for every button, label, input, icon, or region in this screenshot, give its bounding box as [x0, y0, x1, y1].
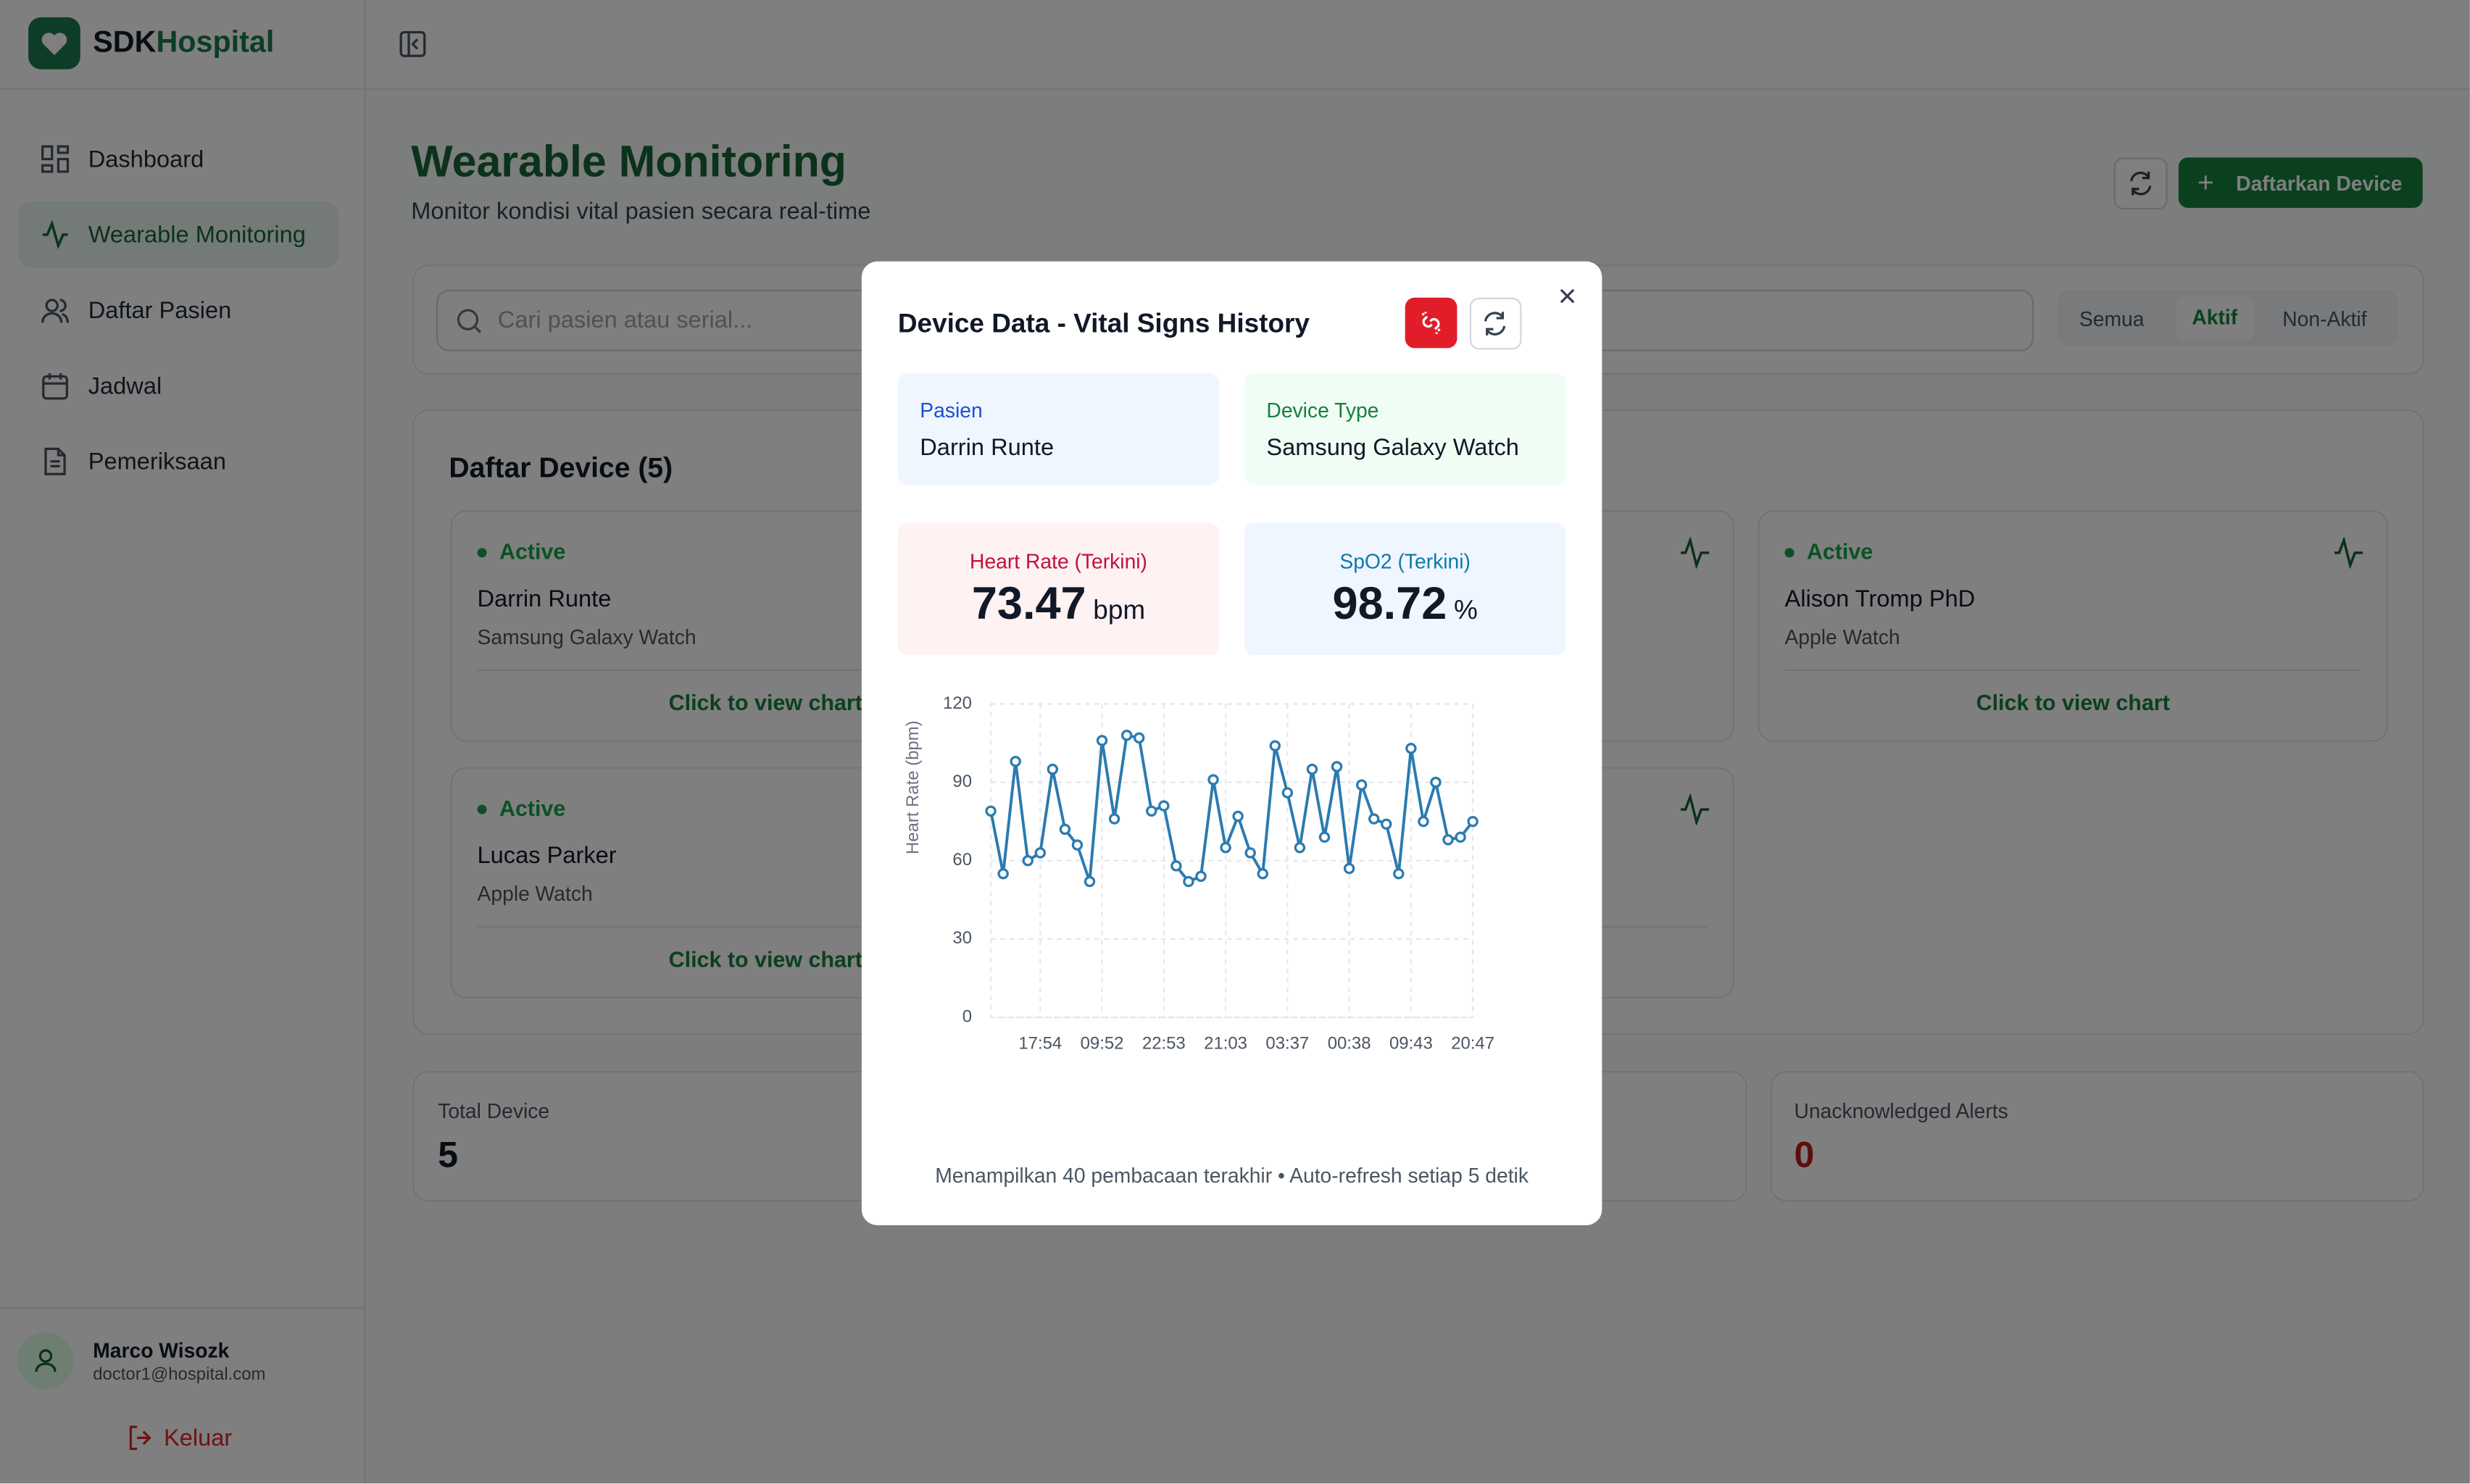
modal: Device Data - Vital Signs History Pasien…	[861, 261, 1602, 1225]
data-point	[1071, 839, 1084, 851]
y-tick-label: 90	[952, 772, 972, 791]
data-point	[1146, 805, 1157, 817]
data-point	[1010, 756, 1021, 767]
y-tick-label: 0	[962, 1006, 972, 1026]
data-point	[1034, 847, 1046, 859]
data-point	[1096, 735, 1108, 746]
data-point	[1183, 875, 1194, 888]
x-tick-label: 03:37	[1265, 1033, 1309, 1053]
data-point	[1355, 779, 1368, 791]
series-line	[989, 733, 1474, 883]
y-tick-label: 30	[952, 928, 972, 948]
close-button[interactable]	[1558, 287, 1576, 306]
device-type-box: Device Type Samsung Galaxy Watch	[1244, 373, 1566, 485]
heart-rate-unit: bpm	[1093, 595, 1146, 625]
spo2-box: SpO2 (Terkini) 98.72 %	[1244, 522, 1566, 656]
data-point	[1318, 831, 1331, 843]
x-tick-label: 00:38	[1328, 1033, 1371, 1053]
x-tick-label: 17:54	[1018, 1033, 1062, 1053]
x-tick-label: 21:03	[1204, 1033, 1247, 1053]
device-type-value: Samsung Galaxy Watch	[1266, 434, 1519, 462]
data-point	[985, 805, 997, 817]
data-point	[1108, 813, 1120, 825]
data-point	[1467, 815, 1479, 828]
data-point	[1059, 823, 1071, 835]
data-point	[1430, 776, 1442, 788]
heart-rate-value: 73.47	[971, 579, 1086, 630]
data-point	[1022, 855, 1034, 867]
data-point	[1207, 774, 1219, 785]
data-point	[1084, 875, 1096, 888]
data-point	[1294, 842, 1306, 854]
data-point	[1418, 815, 1429, 828]
data-point	[1232, 810, 1244, 822]
data-point	[1281, 787, 1294, 799]
data-point	[1455, 831, 1466, 843]
data-point	[1393, 868, 1405, 880]
heart-rate-box: Heart Rate (Terkini) 73.47 bpm	[897, 522, 1220, 656]
y-axis-label: Heart Rate (bpm)	[903, 720, 923, 854]
data-point	[1133, 732, 1145, 744]
x-tick-label: 20:47	[1451, 1033, 1494, 1053]
patient-value: Darrin Runte	[920, 434, 1055, 462]
data-point	[1343, 862, 1355, 875]
data-point	[1047, 763, 1059, 775]
device-type-label: Device Type	[1266, 398, 1379, 422]
y-tick-label: 120	[943, 693, 972, 713]
data-point	[997, 868, 1009, 880]
modal-title: Device Data - Vital Signs History	[897, 308, 1310, 339]
patient-label: Pasien	[920, 398, 983, 422]
spo2-value: 98.72	[1332, 579, 1447, 630]
data-point	[1442, 834, 1454, 846]
data-point	[1220, 842, 1231, 854]
data-point	[1381, 818, 1392, 830]
data-point	[1158, 800, 1170, 812]
unlink-button[interactable]	[1405, 297, 1458, 349]
data-point	[1244, 847, 1256, 859]
data-point	[1405, 743, 1417, 754]
modal-footer: Menampilkan 40 pembacaan terakhir • Auto…	[935, 1164, 1529, 1188]
y-tick-label: 60	[952, 850, 972, 870]
data-point	[1120, 730, 1133, 741]
spo2-label: SpO2 (Terkini)	[1339, 549, 1471, 574]
data-point	[1170, 860, 1182, 872]
data-point	[1368, 813, 1380, 825]
data-point	[1257, 868, 1268, 880]
data-point	[1331, 761, 1343, 772]
x-tick-label: 09:52	[1081, 1033, 1124, 1053]
x-tick-label: 09:43	[1389, 1033, 1433, 1053]
chart: Heart Rate (bpm) 0 30 60 90 120 17:54 09:52 22:…	[903, 693, 1494, 1053]
patient-box: Pasien Darrin Runte	[897, 373, 1220, 485]
x-tick-label: 22:53	[1142, 1033, 1186, 1053]
spo2-unit: %	[1453, 595, 1478, 625]
heart-rate-label: Heart Rate (Terkini)	[970, 549, 1147, 574]
refresh-button[interactable]	[1469, 297, 1522, 350]
data-point	[1269, 740, 1281, 751]
data-point	[1306, 763, 1318, 775]
data-point	[1195, 870, 1207, 883]
